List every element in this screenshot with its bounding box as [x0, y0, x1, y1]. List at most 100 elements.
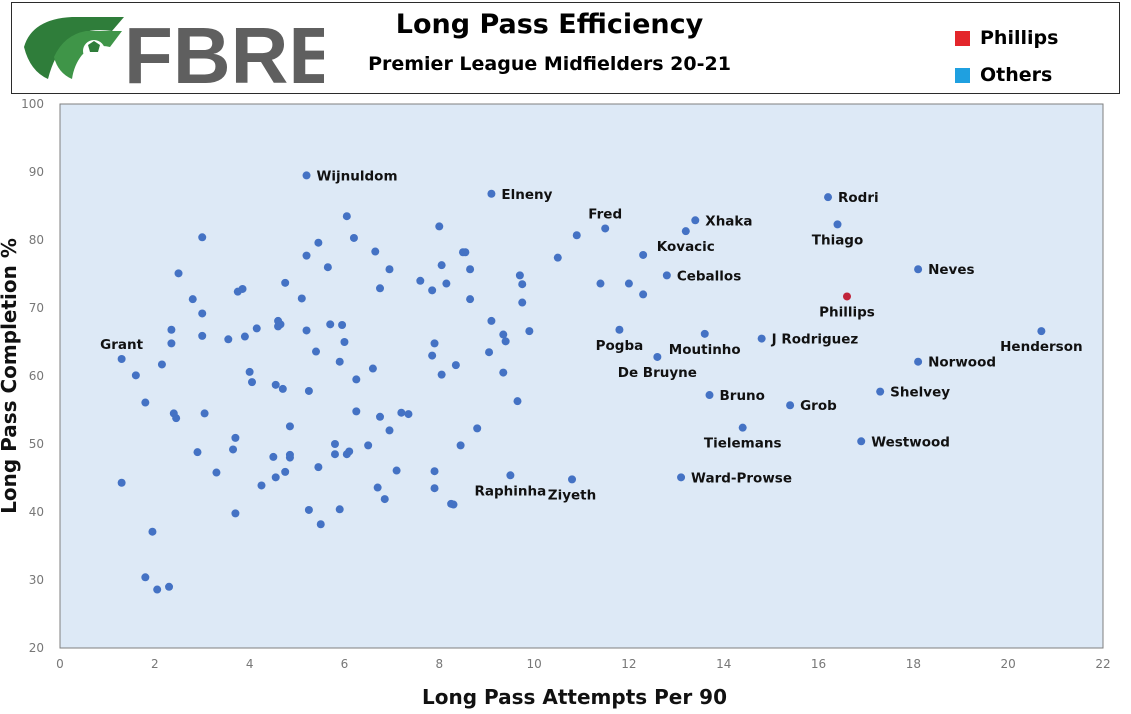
point-label: Xhaka	[705, 213, 752, 229]
data-point	[302, 251, 311, 260]
labeled-point	[601, 224, 610, 233]
data-point	[141, 398, 150, 407]
labeled-point	[653, 352, 662, 361]
point-label: De Bruyne	[618, 365, 697, 381]
labeled-point	[302, 171, 311, 180]
point-label: Raphinha	[475, 483, 547, 499]
data-point	[380, 495, 389, 504]
legend-swatch-others	[955, 67, 970, 83]
data-point	[312, 347, 321, 356]
data-point	[212, 468, 221, 477]
data-point	[172, 414, 181, 423]
point-label: Henderson	[1000, 339, 1082, 355]
labeled-point	[705, 391, 714, 400]
plot-area	[59, 103, 1104, 649]
y-tick-label: 40	[29, 505, 44, 519]
svg-text:FBREF: FBREF	[124, 13, 324, 87]
data-point	[297, 294, 306, 303]
data-point	[285, 422, 294, 431]
labeled-point	[691, 216, 700, 225]
data-point	[449, 500, 458, 509]
legend-item-phillips: Phillips	[955, 27, 1058, 49]
data-point	[285, 453, 294, 462]
data-point	[174, 269, 183, 278]
data-point	[437, 261, 446, 270]
x-tick-label: 0	[56, 657, 64, 671]
data-point	[198, 309, 207, 318]
labeled-point	[757, 334, 766, 343]
data-point	[330, 450, 339, 459]
data-point	[316, 520, 325, 529]
labeled-point	[117, 355, 126, 363]
data-point	[624, 279, 633, 288]
data-point	[385, 426, 394, 435]
data-point	[404, 410, 413, 419]
data-point	[248, 378, 257, 387]
point-label: Neves	[928, 262, 974, 278]
labeled-point	[677, 473, 686, 482]
data-point	[224, 335, 233, 344]
data-point	[501, 337, 510, 346]
data-point	[525, 327, 534, 336]
data-point	[314, 463, 323, 472]
highlight-point	[842, 292, 851, 301]
data-point	[304, 505, 313, 514]
data-point	[302, 326, 311, 335]
x-tick-label: 4	[246, 657, 254, 671]
x-axis-title: Long Pass Attempts Per 90	[422, 685, 727, 709]
data-point	[252, 324, 261, 333]
data-point	[364, 441, 373, 450]
data-point	[167, 339, 176, 348]
scatter-chart: 0 2 4 6 8 10 12 14 16 18 20 22 20 30 40 50 60 70 80 90 100 Lo…	[0, 97, 1111, 709]
data-point	[518, 280, 527, 289]
data-point	[326, 320, 335, 329]
labeled-point	[568, 475, 577, 484]
y-tick-label: 90	[29, 165, 44, 179]
data-point	[330, 440, 339, 448]
point-label: Ziyeth	[548, 487, 596, 503]
chart-title: Long Pass Efficiency	[395, 9, 704, 40]
point-label: J Rodriguez	[771, 332, 859, 348]
legend-swatch-phillips	[955, 30, 970, 46]
data-point	[376, 412, 385, 421]
data-point	[257, 481, 266, 490]
data-point	[200, 409, 209, 418]
x-tick-label: 2	[151, 657, 159, 671]
data-point	[281, 278, 290, 287]
point-label: Ward-Prowse	[691, 470, 792, 486]
data-point	[373, 483, 382, 492]
point-label: Tielemans	[704, 436, 782, 452]
data-point	[335, 505, 344, 514]
data-point	[371, 247, 380, 256]
data-point	[397, 408, 406, 417]
data-point	[345, 447, 354, 456]
data-point	[430, 484, 439, 493]
data-point	[376, 284, 385, 293]
point-label: Moutinho	[669, 342, 741, 358]
data-point	[271, 473, 280, 482]
point-label: Bruno	[720, 388, 765, 404]
data-point	[245, 367, 254, 376]
point-label: Phillips	[819, 304, 875, 320]
data-point	[276, 320, 285, 329]
labeled-point	[681, 227, 690, 236]
y-tick-label: 80	[29, 233, 44, 247]
y-tick-label: 60	[29, 369, 44, 383]
labeled-point	[833, 220, 842, 229]
x-tick-label: 20	[1001, 657, 1016, 671]
data-point	[238, 284, 247, 293]
y-tick-label: 50	[29, 437, 44, 451]
data-point	[148, 527, 157, 536]
data-point	[435, 222, 444, 231]
point-label: Thiago	[812, 232, 864, 248]
data-point	[157, 360, 166, 369]
data-point	[368, 364, 377, 373]
data-point	[314, 238, 323, 247]
point-label: Grob	[800, 398, 837, 414]
data-point	[231, 509, 240, 518]
data-point	[430, 467, 439, 476]
x-tick-label: 22	[1095, 657, 1110, 671]
data-point	[515, 271, 524, 280]
point-label: Fred	[588, 206, 622, 222]
labeled-point	[506, 471, 515, 480]
